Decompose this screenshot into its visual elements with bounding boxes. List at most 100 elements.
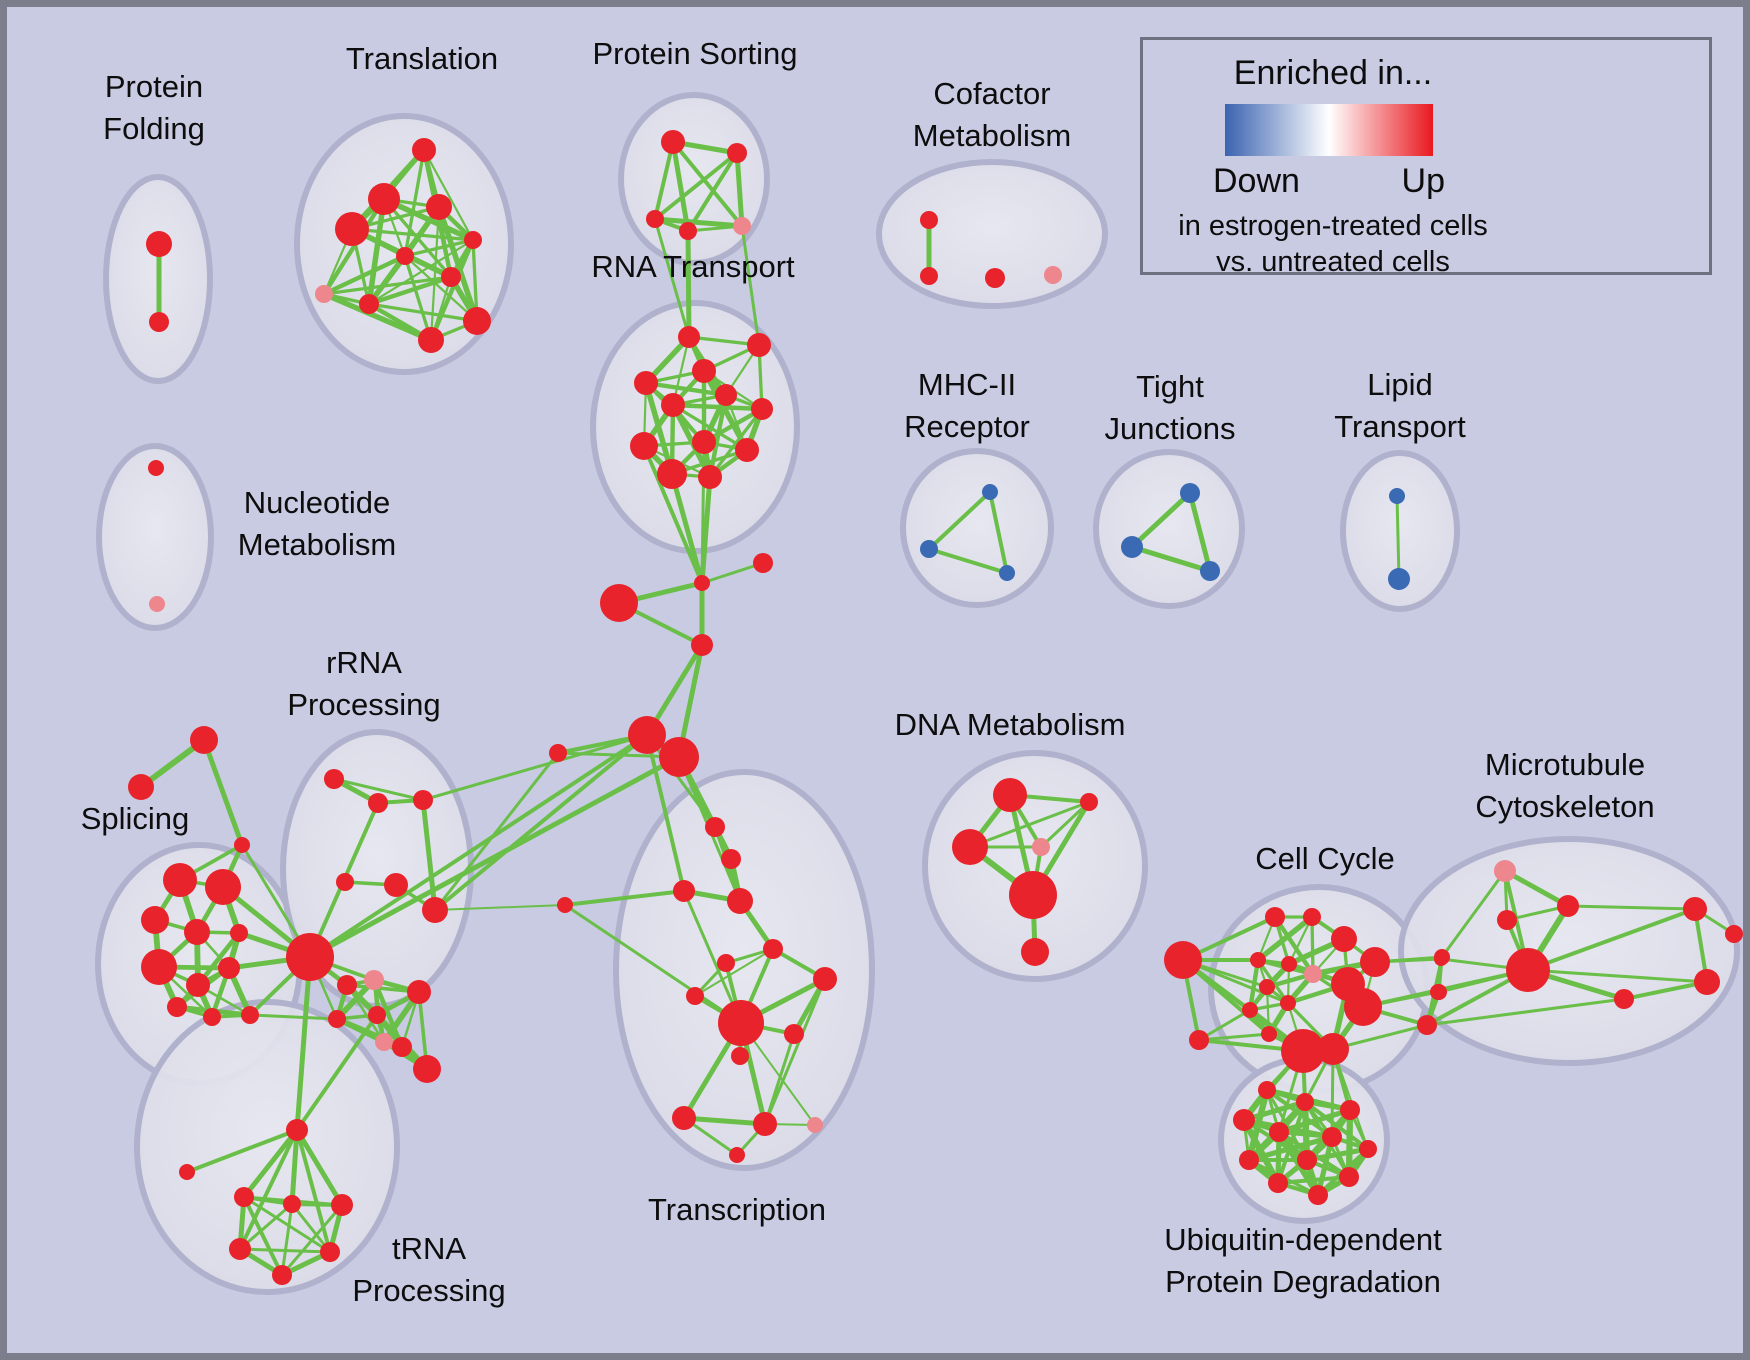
rrna-processing-edge (332, 777, 425, 802)
rna-transport-node-0 (678, 326, 700, 348)
inter-cluster-edge (307, 754, 682, 960)
legend-title: Enriched in... (1233, 54, 1433, 92)
rrna-processing-node-0 (324, 769, 344, 789)
transcription-node-7 (813, 967, 837, 991)
translation-node-2 (426, 194, 452, 220)
cell-cycle-label: Cell Cycle (1255, 841, 1395, 876)
splicing-node-7 (230, 924, 248, 942)
cell-cycle-node-10 (1259, 979, 1275, 995)
tight-junctions-node-1 (1121, 536, 1143, 558)
cluster-labels: Protein Folding Translation Protein Sorting… (81, 36, 1655, 1308)
ubiquitin-degradation-node-0 (1258, 1081, 1276, 1099)
inter-cluster-edge (642, 444, 704, 585)
rrna-processing-label: Processing (287, 687, 440, 722)
microtubule-cytoskeleton-edge (1622, 980, 1709, 1001)
cell-cycle-node-16 (1317, 1033, 1349, 1065)
cell-cycle-node-15 (1281, 1029, 1325, 1073)
cell-cycle-node-12 (1242, 1002, 1258, 1018)
rrna-processing-label: rRNA (326, 645, 402, 680)
protein-sorting-edge (653, 140, 675, 221)
splicing-node-2 (234, 837, 250, 853)
dna-metabolism-label: DNA Metabolism (895, 707, 1126, 742)
trna-processing-edge (294, 1127, 345, 1208)
nucleotide-metabolism-ellipse (96, 443, 214, 631)
tight-junctions-edge (1187, 490, 1213, 574)
trna-processing-node-6 (320, 1242, 340, 1262)
rrna-processing-node-14 (413, 1055, 441, 1083)
inter-cluster-edge (421, 733, 649, 802)
nucleotide-metabolism-label: Nucleotide (244, 485, 390, 520)
translation-node-7 (315, 285, 333, 303)
connectors-node-1 (600, 584, 638, 622)
legend-up-label: Up (1401, 162, 1445, 200)
inter-cluster-edge (433, 751, 560, 912)
ubiquitin-degradation-node-6 (1359, 1140, 1377, 1158)
translation-edge (350, 227, 475, 242)
lipid-transport-label: Lipid (1367, 367, 1433, 402)
rna-transport-edge (708, 407, 764, 479)
connectors-node-3 (628, 716, 666, 754)
nucleotide-metabolism-node-0 (148, 460, 164, 476)
ubiquitin-degradation-edge (1304, 1146, 1371, 1163)
rna-transport-label: RNA Transport (591, 249, 795, 284)
inter-cluster-edge (248, 1013, 339, 1021)
transcription-node-5 (763, 939, 783, 959)
microtubule-cytoskeleton-node-5 (1430, 984, 1446, 1000)
protein-sorting-label: Protein Sorting (592, 36, 797, 71)
transcription-node-13 (753, 1112, 777, 1136)
ubiquitin-degradation-edge (1275, 1174, 1352, 1186)
cofactor-metabolism-label: Cofactor (933, 76, 1050, 111)
microtubule-cytoskeleton-label: Microtubule (1485, 747, 1645, 782)
legend-gradient-bar (1225, 104, 1433, 156)
rrna-processing-node-13 (392, 1037, 412, 1057)
cell-cycle-node-14 (1261, 1026, 1277, 1042)
translation-edge (428, 237, 476, 343)
rrna-processing-node-12 (375, 1033, 393, 1051)
protein-sorting-edge (653, 151, 739, 221)
rrna-processing-node-1 (368, 793, 388, 813)
mhc-ii-receptor-edge (927, 490, 992, 551)
tight-junctions-label: Junctions (1105, 411, 1236, 446)
rrna-processing-edge (345, 983, 421, 994)
trna-processing-edge (280, 1202, 294, 1277)
tight-junctions-ellipse (1093, 449, 1245, 609)
translation-edge (322, 275, 453, 296)
connectors-node-6 (549, 744, 567, 762)
cell-cycle-edge (1272, 914, 1316, 977)
cell-cycle-edge (1255, 914, 1315, 963)
cell-cycle-node-5 (1360, 947, 1390, 977)
microtubule-cytoskeleton-node-0 (1494, 860, 1516, 882)
lipid-transport-edge (1395, 494, 1401, 581)
inter-cluster-edge (308, 733, 649, 959)
microtubule-cytoskeleton-ellipse (1398, 836, 1740, 1066)
ubiquitin-degradation-node-10 (1268, 1173, 1288, 1193)
nucleotide-metabolism-node-1 (149, 596, 165, 612)
tight-junctions-edge (1129, 544, 1213, 574)
translation-node-1 (368, 183, 400, 215)
transcription-node-10 (784, 1024, 804, 1044)
trna-processing-node-0 (286, 1119, 308, 1141)
translation-label: Translation (346, 41, 498, 76)
translation-node-0 (412, 138, 436, 162)
protein-sorting-node-2 (646, 210, 664, 228)
cofactor-metabolism-label: Metabolism (913, 118, 1072, 153)
cell-cycle-node-11 (1280, 995, 1296, 1011)
trna-processing-edge (289, 1127, 300, 1207)
protein-folding-label: Protein (105, 69, 203, 104)
splicing-label: Splicing (81, 801, 190, 836)
rrna-processing-edge (345, 983, 386, 1044)
ubiquitin-degradation-node-2 (1340, 1100, 1360, 1120)
microtubule-cytoskeleton-edge (1526, 968, 1709, 984)
translation-edge (366, 274, 454, 307)
dna-metabolism-edge (968, 800, 1091, 849)
rna-transport-node-8 (692, 430, 716, 454)
cell-cycle-edge (1197, 1032, 1271, 1042)
inter-cluster-edge (669, 471, 705, 586)
splicing-node-11 (167, 997, 187, 1017)
network-svg: Protein Folding Translation Protein Sorting… (81, 36, 1743, 1308)
translation-edge (321, 253, 408, 297)
translation-edge (321, 196, 387, 297)
cell-cycle-node-8 (1304, 965, 1322, 983)
protein-sorting-edge (671, 140, 744, 228)
transcription-edge (682, 889, 743, 1025)
